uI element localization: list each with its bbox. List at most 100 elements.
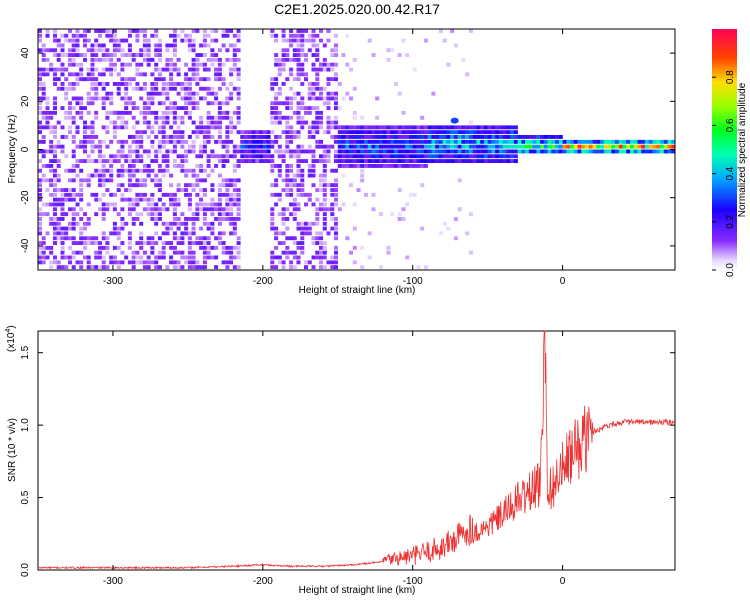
spectrogram-cell — [292, 33, 297, 38]
spectrogram-cell — [334, 154, 338, 159]
spectrogram-cell — [165, 207, 170, 212]
spectrogram-cell — [161, 135, 166, 139]
spectrogram-cell — [285, 77, 290, 82]
spectrogram-cell — [150, 260, 155, 265]
spectrogram-cell — [187, 231, 192, 236]
spectrogram-cell — [259, 154, 264, 159]
spectrogram-cell — [334, 139, 338, 144]
spectrogram-cell — [202, 188, 207, 192]
spectrogram-cell — [296, 110, 301, 115]
spectrogram-cell — [521, 149, 526, 154]
spectrogram-cell — [56, 86, 61, 91]
spectrogram-cell — [116, 265, 121, 270]
spectrogram-cell — [506, 135, 511, 139]
spectrogram-cell — [83, 106, 87, 110]
spectrogram-cell — [495, 149, 500, 154]
spectrogram-cell — [180, 115, 185, 120]
spectrogram-cell — [225, 139, 230, 144]
spectrogram-cell — [401, 217, 406, 221]
spectrogram-cell — [277, 72, 282, 77]
spectrogram-cell — [270, 265, 275, 270]
spectrogram-cell — [94, 250, 99, 255]
spectrogram-cell — [135, 192, 140, 197]
spectrogram-cell — [139, 29, 144, 33]
spectrogram-cell — [390, 130, 395, 135]
spectrogram-cell — [461, 130, 466, 135]
spectrogram-cell — [240, 154, 245, 159]
spectrogram-cell — [127, 236, 132, 241]
spectrogram-cell — [191, 96, 196, 101]
spectrogram-cell — [71, 164, 76, 168]
spectrogram-cell — [101, 48, 106, 53]
spectrogram-cell — [98, 33, 102, 38]
spectrogram-cell — [131, 183, 136, 188]
spectrogram-cell — [157, 255, 162, 260]
spectrogram-cell — [71, 255, 76, 260]
spectrogram-cell — [202, 77, 207, 82]
spectrogram-cell — [322, 149, 327, 154]
spectrogram-cell — [53, 67, 57, 72]
spectrogram-cell — [300, 29, 305, 33]
spectrogram-cell — [375, 135, 380, 139]
spectrogram-cell — [135, 255, 140, 260]
spectrogram-cell — [289, 125, 294, 130]
spectrogram-cell — [244, 135, 249, 139]
spectrogram-cell — [446, 125, 451, 130]
spectrogram-cell — [311, 67, 316, 72]
spectrogram-cell — [154, 178, 159, 183]
spectrogram-cell — [319, 260, 323, 265]
spectrogram-cell — [109, 202, 114, 207]
spectrogram-cell — [105, 159, 110, 163]
spectrogram-cell — [405, 135, 410, 139]
spectrogram-cell — [161, 130, 166, 135]
spectrogram-cell — [247, 149, 252, 154]
spectrogram-cell — [169, 183, 174, 188]
spectrogram-cell — [38, 245, 42, 250]
spectrogram-cell — [435, 159, 440, 163]
spectrogram-cell — [270, 110, 275, 115]
spectrogram-cell — [420, 164, 425, 168]
spectrogram-cell — [139, 53, 144, 57]
spectrogram-cell — [236, 159, 241, 163]
spectrogram-cell — [307, 130, 312, 135]
spectrogram-cell — [86, 139, 91, 144]
spectrogram-cell — [270, 159, 275, 163]
spectrogram-cell — [315, 43, 320, 48]
spectrogram-cell — [322, 241, 327, 245]
spectrogram-cell — [618, 144, 623, 149]
spectrogram-cell — [116, 72, 121, 77]
spectrogram-cell — [83, 144, 87, 149]
multiplier-base: (x10 — [6, 332, 17, 352]
spectrogram-cell — [105, 207, 110, 212]
spectrogram-cell — [229, 260, 234, 265]
spectrogram-cell — [206, 101, 211, 106]
spectrogram-cell — [161, 144, 166, 149]
spectrogram-cell — [311, 82, 316, 86]
spectrogram-cell — [607, 144, 612, 149]
spectrogram-cell — [334, 96, 338, 101]
spectrogram-cell — [172, 62, 177, 67]
spectrogram-cell — [112, 226, 117, 231]
spectrogram-cell — [498, 154, 503, 159]
spectrogram-cell — [236, 86, 241, 91]
spectrogram-cell — [221, 82, 226, 86]
spectrogram-cell — [94, 115, 99, 120]
spectrogram-cell — [71, 149, 76, 154]
spectrogram-cell — [161, 139, 166, 144]
spectrogram-cell — [390, 154, 395, 159]
spectrogram-cell — [191, 29, 196, 33]
spectrogram-cell — [146, 265, 151, 270]
spectrogram-cell — [311, 29, 316, 33]
spectrogram-cell — [41, 72, 46, 77]
spectrogram-cell — [446, 62, 451, 67]
spectrogram-cell — [60, 135, 65, 139]
spectrogram-cell — [296, 120, 301, 125]
spectrogram-cell — [270, 130, 275, 135]
spectrogram-cell — [229, 125, 234, 130]
spectrogram-cell — [315, 231, 320, 236]
spectrogram-cell — [315, 144, 320, 149]
spectrogram-cell — [412, 130, 417, 135]
spectrogram-cell — [75, 62, 80, 67]
spectrogram-cell — [184, 231, 189, 236]
spectrogram-cell — [38, 29, 42, 33]
